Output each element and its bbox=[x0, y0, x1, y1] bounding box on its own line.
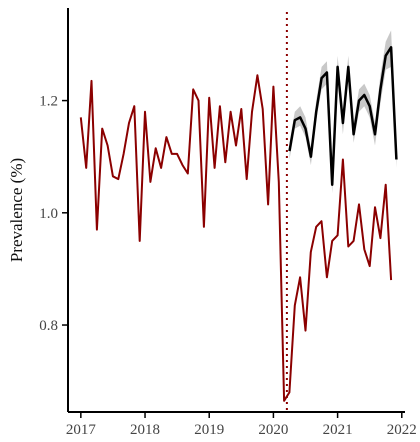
x-tick-label: 2021 bbox=[323, 422, 353, 438]
plot-area: 2017 2018 2019 2020 2021 2022 0.8 1.0 1.2 bbox=[39, 8, 417, 438]
y-tick-label: 1.2 bbox=[39, 94, 58, 110]
x-tick-label: 2019 bbox=[194, 422, 224, 438]
x-tick-label: 2018 bbox=[130, 422, 160, 438]
observed-series-line bbox=[79, 74, 393, 402]
expected-series-line bbox=[288, 46, 398, 186]
x-tick-label: 2020 bbox=[258, 422, 288, 438]
x-tick-label: 2017 bbox=[66, 422, 97, 438]
y-tick-label: 1.0 bbox=[39, 206, 58, 222]
x-tick-label: 2022 bbox=[387, 422, 417, 438]
y-tick-label: 0.8 bbox=[39, 318, 58, 334]
y-axis-title: Prevalence (%) bbox=[7, 158, 26, 262]
